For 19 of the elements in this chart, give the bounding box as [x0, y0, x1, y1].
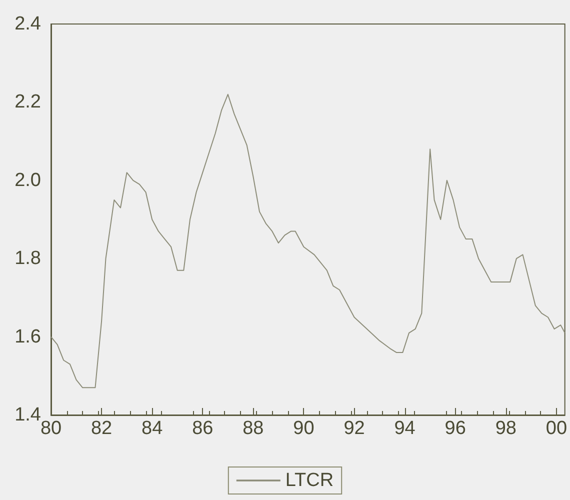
- x-tick-label: 84: [142, 418, 164, 439]
- y-tick-label: 1.4: [14, 404, 42, 426]
- legend-label: LTCR: [285, 470, 334, 491]
- x-tick-label: 86: [192, 418, 214, 439]
- y-tick-label: 2.4: [14, 14, 42, 34]
- x-tick-label: 94: [394, 418, 416, 439]
- y-tick-label: 2.2: [14, 92, 41, 113]
- x-tick-label: 92: [344, 418, 365, 439]
- x-tick-label: 82: [90, 418, 112, 439]
- y-tick-label: 2.0: [14, 170, 41, 191]
- x-tick-label: 00: [546, 418, 568, 439]
- y-tick-label: 1.6: [14, 326, 41, 348]
- x-tick-label: 96: [444, 418, 466, 439]
- line-series: [50, 94, 566, 388]
- x-tick-label: 90: [293, 418, 314, 439]
- x-tick-label: 80: [40, 418, 62, 439]
- x-tick-label: 98: [495, 418, 516, 439]
- y-tick-label: 1.8: [14, 248, 41, 270]
- x-tick-label: 88: [242, 418, 264, 439]
